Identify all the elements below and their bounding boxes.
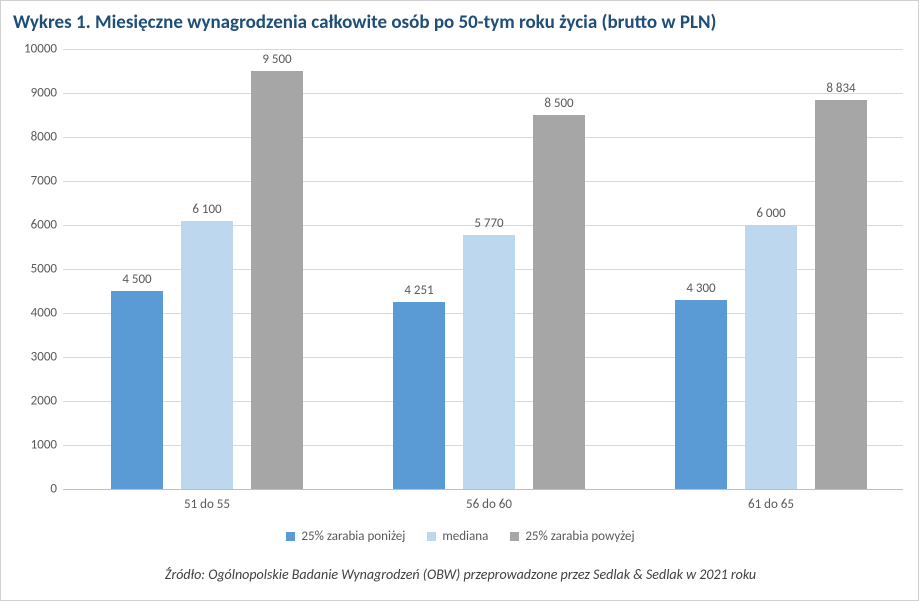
bar-value-label: 6 000 — [756, 206, 785, 221]
chart-title: Wykres 1. Miesięczne wynagrodzenia całko… — [1, 1, 918, 38]
legend-label-median: mediana — [442, 529, 488, 544]
bar: 6 000 — [745, 225, 797, 489]
source-text: Źródło: Ogólnopolskie Badanie Wynagrodze… — [1, 566, 919, 583]
bar-value-label: 8 500 — [544, 96, 573, 111]
legend-label-lower25: 25% zarabia poniżej — [301, 529, 405, 544]
y-axis-tick-label: 3000 — [7, 350, 57, 365]
plot-area: 0100020003000400050006000700080009000100… — [63, 49, 903, 489]
x-axis-category-label: 61 do 65 — [711, 497, 831, 512]
chart-container: Wykres 1. Miesięczne wynagrodzenia całko… — [0, 0, 919, 601]
bar-group: 4 5006 1009 50051 do 55 — [111, 49, 303, 489]
y-axis-tick-label: 0 — [7, 482, 57, 497]
legend-item-lower25: 25% zarabia poniżej — [286, 529, 405, 544]
gridline — [63, 489, 903, 490]
y-axis-tick-label: 10000 — [7, 42, 57, 57]
y-axis-tick-label: 8000 — [7, 130, 57, 145]
bar-value-label: 4 300 — [686, 281, 715, 296]
legend-item-upper25: 25% zarabia powyżej — [510, 529, 634, 544]
bar-group: 4 2515 7708 50056 do 60 — [393, 49, 585, 489]
bar-value-label: 8 834 — [826, 81, 855, 96]
legend: 25% zarabia poniżej mediana 25% zarabia … — [1, 529, 919, 544]
y-axis-tick-label: 2000 — [7, 394, 57, 409]
y-axis-tick-label: 5000 — [7, 262, 57, 277]
bar-value-label: 4 500 — [122, 272, 151, 287]
x-axis-category-label: 51 do 55 — [147, 497, 267, 512]
legend-item-median: mediana — [427, 529, 488, 544]
legend-swatch-upper25 — [510, 532, 519, 541]
bar: 5 770 — [463, 235, 515, 489]
bar: 4 300 — [675, 300, 727, 489]
bar: 9 500 — [251, 71, 303, 489]
bar: 6 100 — [181, 221, 233, 489]
y-axis-tick-label: 7000 — [7, 174, 57, 189]
bar: 4 251 — [393, 302, 445, 489]
y-axis-tick-label: 6000 — [7, 218, 57, 233]
bar-value-label: 5 770 — [474, 216, 503, 231]
bar-value-label: 4 251 — [404, 283, 433, 298]
x-axis-category-label: 56 do 60 — [429, 497, 549, 512]
bar: 4 500 — [111, 291, 163, 489]
bar: 8 834 — [815, 100, 867, 489]
y-axis-tick-label: 1000 — [7, 438, 57, 453]
bar-group: 4 3006 0008 83461 do 65 — [675, 49, 867, 489]
y-axis-tick-label: 9000 — [7, 86, 57, 101]
bar-value-label: 9 500 — [262, 52, 291, 67]
legend-swatch-median — [427, 532, 436, 541]
legend-label-upper25: 25% zarabia powyżej — [525, 529, 634, 544]
bar-value-label: 6 100 — [192, 202, 221, 217]
y-axis-tick-label: 4000 — [7, 306, 57, 321]
bar: 8 500 — [533, 115, 585, 489]
legend-swatch-lower25 — [286, 532, 295, 541]
